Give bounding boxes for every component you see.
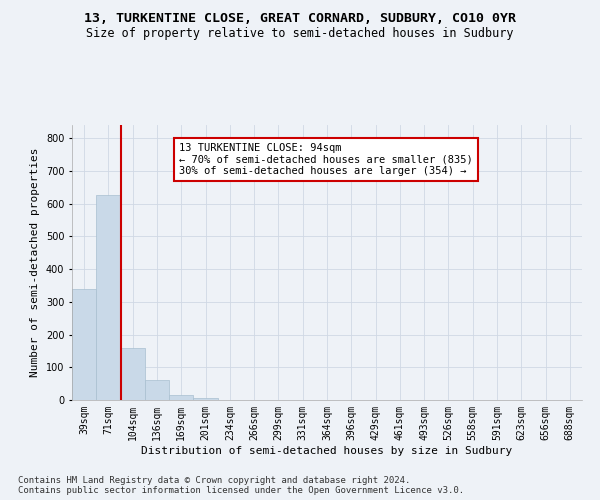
Text: Size of property relative to semi-detached houses in Sudbury: Size of property relative to semi-detach… — [86, 28, 514, 40]
Bar — [145, 380, 169, 400]
Bar — [169, 395, 193, 400]
Bar — [121, 348, 145, 400]
Text: 13, TURKENTINE CLOSE, GREAT CORNARD, SUDBURY, CO10 0YR: 13, TURKENTINE CLOSE, GREAT CORNARD, SUD… — [84, 12, 516, 26]
Y-axis label: Number of semi-detached properties: Number of semi-detached properties — [31, 148, 40, 377]
Text: Contains HM Land Registry data © Crown copyright and database right 2024.: Contains HM Land Registry data © Crown c… — [18, 476, 410, 485]
Bar — [193, 398, 218, 400]
Text: 13 TURKENTINE CLOSE: 94sqm
← 70% of semi-detached houses are smaller (835)
30% o: 13 TURKENTINE CLOSE: 94sqm ← 70% of semi… — [179, 143, 473, 176]
Bar — [96, 196, 121, 400]
X-axis label: Distribution of semi-detached houses by size in Sudbury: Distribution of semi-detached houses by … — [142, 446, 512, 456]
Text: Contains public sector information licensed under the Open Government Licence v3: Contains public sector information licen… — [18, 486, 464, 495]
Bar — [72, 288, 96, 400]
